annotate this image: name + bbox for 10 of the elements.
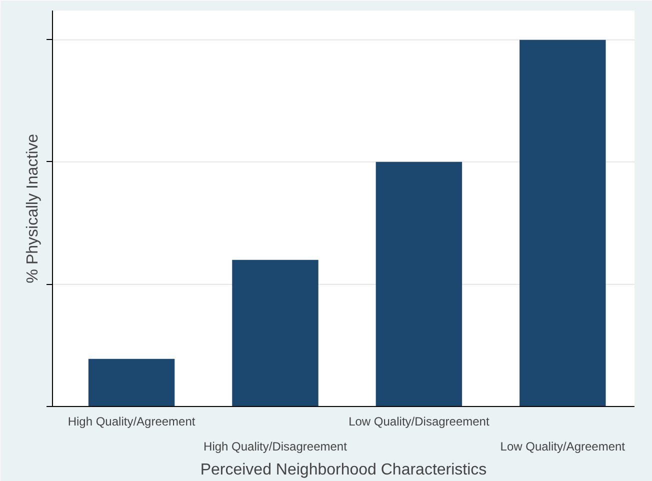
y-axis-title: % Physically Inactive <box>24 134 42 284</box>
bar <box>232 260 318 406</box>
x-tick-label: Low Quality/Disagreement <box>348 414 490 428</box>
x-tick-label: High Quality/Agreement <box>68 414 196 428</box>
x-axis-title: Perceived Neighborhood Characteristics <box>200 462 487 478</box>
bar <box>376 162 462 406</box>
x-tick-label: High Quality/Disagreement <box>204 440 348 454</box>
bar <box>88 358 175 406</box>
x-tick-label: Low Quality/Agreement <box>500 440 626 454</box>
bar <box>520 40 606 406</box>
